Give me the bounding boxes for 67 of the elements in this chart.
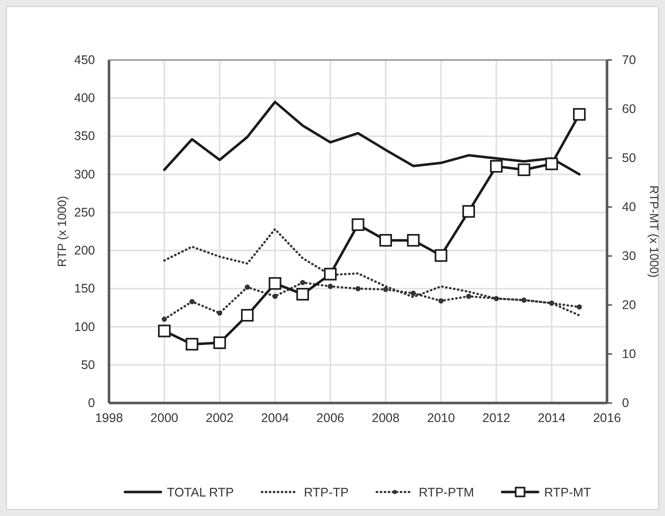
point [576,304,582,310]
point [490,160,503,173]
y2-tick-label: 0 [622,396,629,410]
point [217,310,222,316]
y2-tick-label: 70 [622,53,636,67]
y-tick-label: 0 [88,396,96,410]
point [434,249,448,262]
x-tick-label: 1998 [95,410,123,425]
y2-tick-label: 30 [622,249,636,263]
point [352,218,364,231]
legend-label: RTP-TP [304,486,349,500]
point [545,158,558,170]
y-tick-label: 50 [81,358,96,372]
y2-axis-title: RTP-MT (x 1000) [647,185,661,278]
point [379,234,392,247]
y2-tick-label: 60 [622,102,636,116]
x-tick-label: 2010 [427,410,455,425]
line-series [163,228,580,316]
point [383,286,388,292]
point [573,108,586,121]
point [466,294,472,299]
point [521,298,527,303]
x-tick-label: 2008 [372,410,400,425]
y-tick-label: 250 [74,205,96,220]
point [328,284,333,289]
legend-label: RTP-MT [544,486,592,500]
point [244,284,250,290]
x-tick-label: 2014 [538,410,566,425]
point [438,298,444,304]
point [162,316,167,322]
point [213,336,226,350]
point [296,288,309,301]
point [241,308,254,322]
point [355,286,361,292]
x-tick-label: 2002 [206,410,234,425]
point [300,280,306,286]
y2-tick-label: 40 [622,200,636,214]
y-tick-label: 350 [74,129,96,144]
y-axis-title: RTP (x 1000) [55,196,69,267]
point [407,234,420,247]
x-tick-label: 2004 [261,410,289,425]
y-tick-label: 150 [74,282,96,296]
y2-tick-label: 10 [622,347,636,361]
point [462,205,475,218]
y-tick-label: 450 [74,53,96,67]
x-tick-label: 2006 [316,410,344,425]
x-tick-label: 2012 [482,410,510,425]
y2-tick-label: 50 [622,151,636,165]
point [549,300,554,306]
point [518,163,530,176]
legend-label: TOTAL RTP [166,486,234,500]
point [410,290,416,296]
point [186,338,198,350]
y-tick-label: 300 [74,167,96,182]
y-tick-label: 100 [74,320,96,334]
y2-tick-label: 20 [622,298,636,312]
legend-label: RTP-PTM [418,486,474,500]
point [272,294,278,299]
y-tick-label: 200 [74,244,96,258]
point [158,324,171,338]
point [494,296,499,302]
x-tick-label: 2000 [150,410,178,425]
point [268,277,282,290]
point [189,299,195,304]
x-tick-label: 2016 [593,410,621,425]
point [324,268,337,280]
y-tick-label: 400 [74,91,96,106]
